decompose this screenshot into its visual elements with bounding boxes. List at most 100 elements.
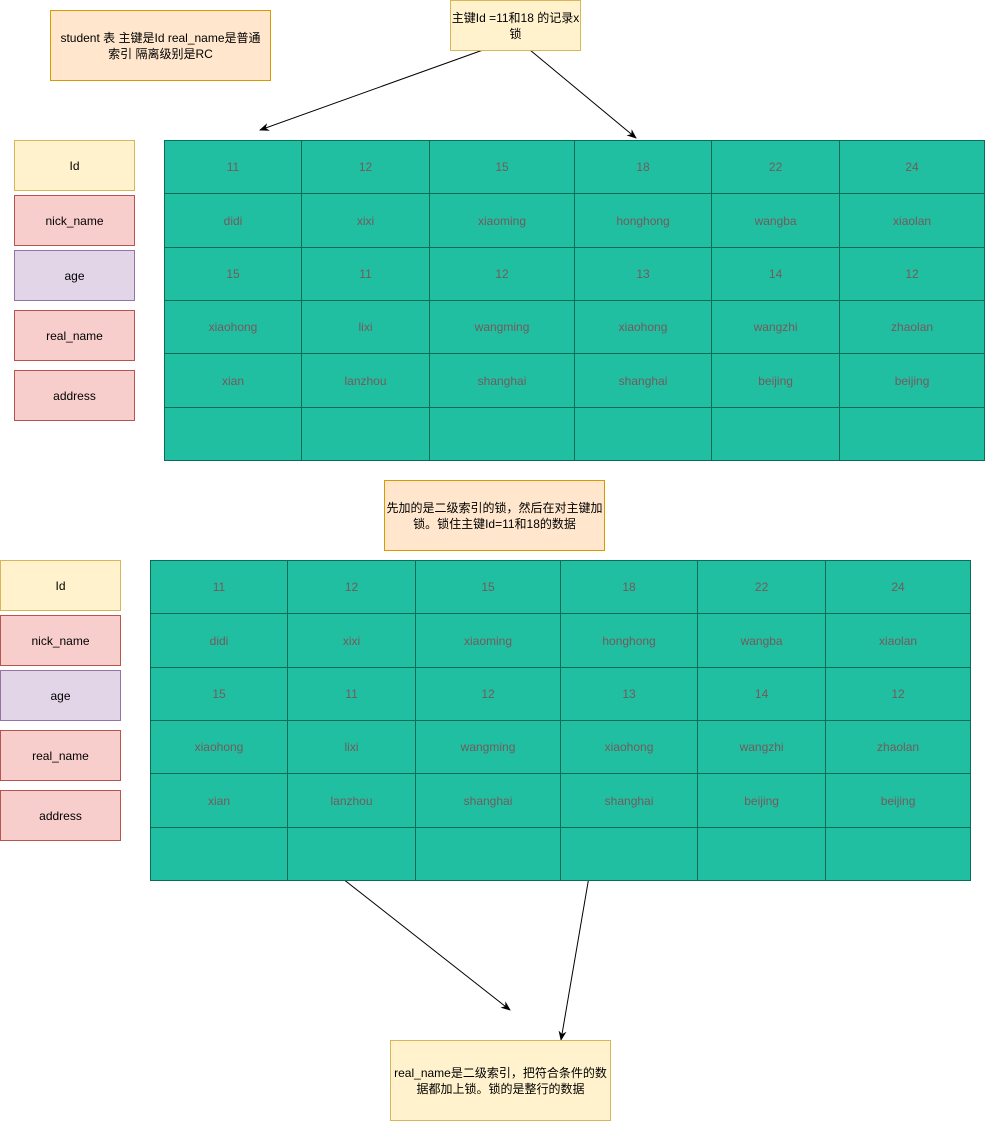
table-cell: 12 <box>825 667 971 721</box>
table-cell: 12 <box>415 667 562 721</box>
table-cell <box>560 827 699 881</box>
table-cell: lixi <box>286 720 417 774</box>
table-row: 15 11 12 13 14 12 <box>150 667 971 721</box>
table-cell: 22 <box>697 560 827 614</box>
table-cell: 24 <box>825 560 971 614</box>
arrow-to-id-11 <box>259 49 484 131</box>
table-cell <box>825 827 971 881</box>
table-row: xiaohong lixi wangming xiaohong wangzhi zhaol… <box>164 300 985 354</box>
table-cell: 12 <box>286 560 417 614</box>
table-cell: 14 <box>697 667 827 721</box>
table-cell: xian <box>150 773 288 828</box>
field-label-id: Id <box>14 140 135 191</box>
table-cell <box>711 407 841 461</box>
table-cell: 18 <box>574 140 713 194</box>
field-label-age: age <box>14 250 135 301</box>
table-row: xiaohong lixi wangming xiaohong wangzhi zhaol… <box>150 720 971 774</box>
table-cell: beijing <box>839 353 985 408</box>
table-cell: xian <box>164 353 302 408</box>
table-cell: beijing <box>697 773 827 828</box>
table-cell: xiaohong <box>164 300 302 354</box>
table-cell: 14 <box>711 247 841 301</box>
table-cell <box>300 407 431 461</box>
table-cell: 18 <box>560 560 699 614</box>
table-cell <box>164 407 302 461</box>
table-cell: lanzhou <box>300 353 431 408</box>
student-table-bottom: 11 12 15 18 22 24 didi xixi xiaoming honghong wang… <box>150 560 971 881</box>
table-cell: xiaohong <box>150 720 288 774</box>
note-pk-lock: 主键Id =11和18 的记录x锁 <box>450 0 581 51</box>
table-cell: zhaolan <box>825 720 971 774</box>
table-cell: xiaolan <box>825 613 971 668</box>
table-cell: wangba <box>697 613 827 668</box>
table-row: xian lanzhou shanghai shanghai beijing beijin… <box>150 773 971 828</box>
table-cell: 15 <box>164 247 302 301</box>
student-table-top: 11 12 15 18 22 24 didi xixi xiaoming honghong wang… <box>164 140 985 461</box>
table-cell <box>429 407 576 461</box>
table-cell: lixi <box>300 300 431 354</box>
table-cell: beijing <box>711 353 841 408</box>
table-cell: 11 <box>150 560 288 614</box>
table-cell: shanghai <box>574 353 713 408</box>
table-row: didi xixi xiaoming honghong wangba xiaolan <box>164 193 985 248</box>
note-secondary-index: real_name是二级索引，把符合条件的数据都加上锁。锁的是整行的数据 <box>390 1040 611 1121</box>
table-cell: 22 <box>711 140 841 194</box>
table-cell: wangming <box>429 300 576 354</box>
table-cell: shanghai <box>560 773 699 828</box>
note-table-info: student 表 主键是Id real_name是普通索引 隔离级别是RC <box>50 10 271 81</box>
table-cell: honghong <box>574 193 713 248</box>
table-cell <box>415 827 562 881</box>
arrow-to-id-18 <box>529 49 637 139</box>
field-label-id: Id <box>0 560 121 611</box>
table-cell: 12 <box>839 247 985 301</box>
field-label-age: age <box>0 670 121 721</box>
table-cell: 11 <box>300 247 431 301</box>
note-lock-order: 先加的是二级索引的锁，然后在对主键加锁。锁住主键Id=11和18的数据 <box>384 480 605 551</box>
table-cell: wangming <box>415 720 562 774</box>
table-cell <box>286 827 417 881</box>
field-label-address: address <box>14 370 135 421</box>
table-cell: xiaohong <box>574 300 713 354</box>
table-cell <box>150 827 288 881</box>
table-cell: wangzhi <box>711 300 841 354</box>
table-cell: xiaohong <box>560 720 699 774</box>
table-cell: didi <box>150 613 288 668</box>
table-cell: honghong <box>560 613 699 668</box>
table-cell: 13 <box>560 667 699 721</box>
table-cell: 13 <box>574 247 713 301</box>
table-cell: xixi <box>300 193 431 248</box>
table-cell: shanghai <box>415 773 562 828</box>
table-cell: xiaolan <box>839 193 985 248</box>
table-cell <box>697 827 827 881</box>
table-cell <box>574 407 713 461</box>
table-cell: 11 <box>164 140 302 194</box>
table-row <box>164 407 985 461</box>
table-cell: 15 <box>150 667 288 721</box>
field-label-nick-name: nick_name <box>14 195 135 246</box>
table-cell: xixi <box>286 613 417 668</box>
table-row: xian lanzhou shanghai shanghai beijing beijin… <box>164 353 985 408</box>
table-cell: 11 <box>286 667 417 721</box>
table-cell: didi <box>164 193 302 248</box>
table-row: didi xixi xiaoming honghong wangba xiaolan <box>150 613 971 668</box>
field-label-real-name: real_name <box>0 730 121 781</box>
table-cell: wangba <box>711 193 841 248</box>
table-row: 11 12 15 18 22 24 <box>164 140 985 194</box>
table-cell: 24 <box>839 140 985 194</box>
table-row: 15 11 12 13 14 12 <box>164 247 985 301</box>
table-cell: beijing <box>825 773 971 828</box>
table-row: 11 12 15 18 22 24 <box>150 560 971 614</box>
table-cell: 15 <box>415 560 562 614</box>
table-cell: lanzhou <box>286 773 417 828</box>
field-label-address: address <box>0 790 121 841</box>
table-cell: 12 <box>429 247 576 301</box>
table-cell <box>839 407 985 461</box>
table-row <box>150 827 971 881</box>
table-cell: xiaoming <box>415 613 562 668</box>
table-cell: 12 <box>300 140 431 194</box>
table-cell: 15 <box>429 140 576 194</box>
table-cell: wangzhi <box>697 720 827 774</box>
table-cell: zhaolan <box>839 300 985 354</box>
field-label-real-name: real_name <box>14 310 135 361</box>
table-cell: xiaoming <box>429 193 576 248</box>
